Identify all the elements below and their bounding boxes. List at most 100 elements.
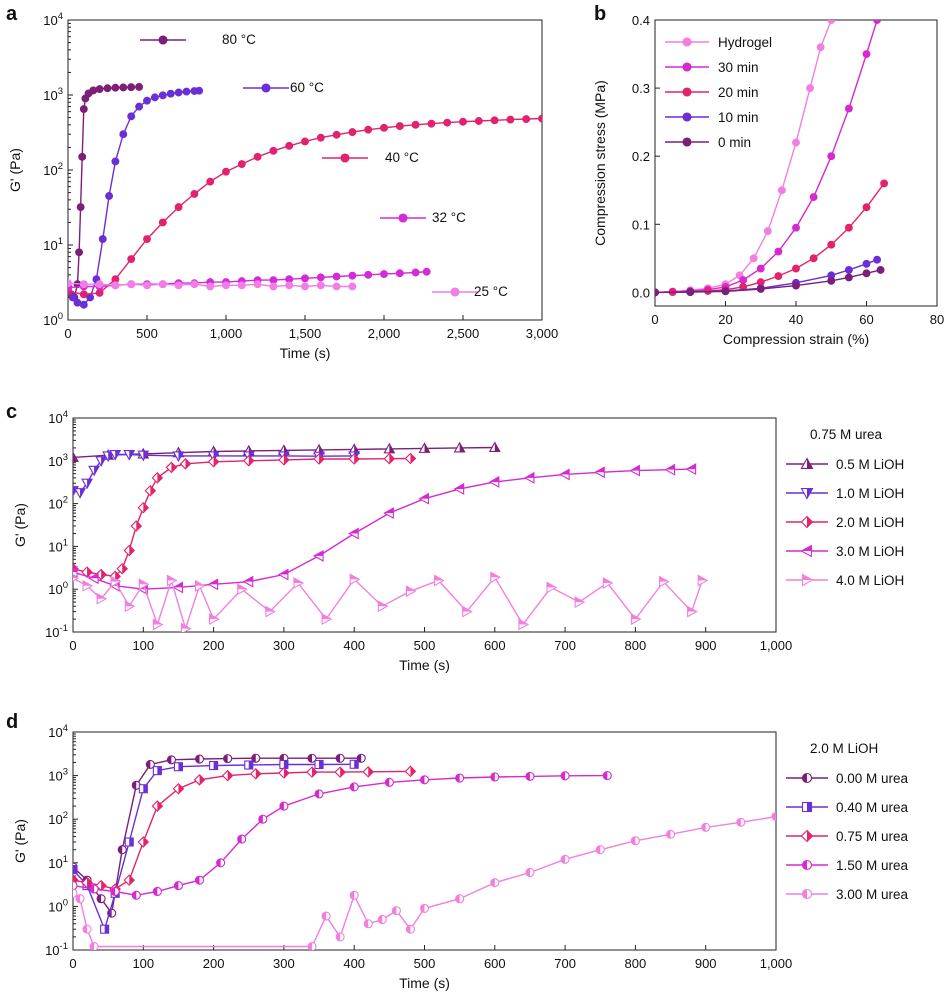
data-point-d-2 (306, 766, 318, 778)
panel-d-legend-title: 2.0 M LiOH (810, 741, 878, 756)
data-point-b-3 (844, 265, 853, 274)
panel-a-ytick-label: 104 (43, 11, 63, 28)
data-point-a-2 (158, 218, 167, 227)
data-point-d-0 (194, 754, 205, 764)
data-point-d-1 (209, 761, 219, 771)
data-point-d-2 (172, 782, 185, 795)
data-point-a-4 (222, 281, 230, 290)
data-point-c-4 (194, 579, 206, 592)
data-point-d-4 (335, 932, 345, 942)
data-point-c-4 (265, 605, 276, 618)
data-point-c-4 (602, 577, 614, 589)
panel-c-xtick-label: 1,000 (760, 638, 793, 653)
data-point-c-4 (180, 622, 192, 632)
data-point-b-1 (862, 50, 871, 58)
series-line-a-1 (68, 90, 200, 306)
data-point-d-0 (117, 845, 127, 855)
legend-marker-d-3 (801, 859, 813, 871)
data-point-b-3 (862, 259, 871, 268)
data-point-a-2 (332, 130, 341, 139)
data-point-a-3 (348, 271, 357, 280)
panel-c-letter: c (6, 401, 17, 423)
data-point-a-4 (285, 281, 294, 290)
data-point-a-2 (474, 117, 483, 125)
series-line-b-1 (655, 20, 878, 294)
data-point-d-2 (250, 768, 262, 780)
data-point-c-3 (453, 483, 465, 495)
data-point-d-3 (279, 801, 289, 811)
panel-a-xlabel: Time (s) (280, 345, 331, 361)
data-point-c-3 (558, 468, 570, 481)
data-point-d-2 (193, 774, 206, 786)
data-point-b-2 (862, 203, 871, 212)
data-point-d-1 (138, 784, 148, 794)
data-point-d-2 (362, 766, 375, 778)
data-point-c-2 (179, 458, 192, 470)
legend-label-b-2: 20 min (718, 85, 759, 100)
data-point-a-0 (78, 152, 87, 161)
data-point-d-1 (124, 837, 134, 847)
data-point-d-1 (314, 759, 324, 770)
data-point-c-3 (488, 476, 500, 488)
data-point-a-1 (86, 293, 95, 302)
data-point-d-1 (73, 865, 78, 875)
data-point-c-3 (594, 466, 605, 479)
data-point-c-4 (405, 585, 417, 598)
data-point-b-2 (827, 240, 836, 249)
data-point-c-4 (321, 613, 333, 626)
data-point-a-1 (111, 157, 120, 166)
legend-label-d-3: 1.50 M urea (836, 858, 909, 873)
panel-d-xtick-label: 0 (69, 956, 76, 971)
panel-c-ytick-label: 10-1 (45, 623, 68, 640)
data-point-c-3 (172, 581, 183, 594)
data-point-d-3 (73, 881, 78, 891)
legend-marker-c-2 (800, 515, 814, 529)
panel-d-ytick-label: 10-1 (45, 941, 68, 958)
legend-marker-b-1 (682, 62, 692, 72)
data-point-d-4 (363, 919, 373, 929)
data-point-c-2 (81, 566, 93, 578)
data-point-d-1 (100, 924, 110, 934)
data-point-a-4 (79, 280, 88, 289)
data-point-c-2 (130, 520, 143, 532)
data-point-c-1 (109, 449, 122, 461)
panel-c-xtick-label: 700 (554, 638, 576, 653)
data-point-c-4 (377, 600, 389, 613)
data-point-d-3 (131, 890, 141, 900)
panel-b-xtick-label: 40 (789, 312, 803, 327)
legend-marker-b-4 (682, 137, 692, 147)
panel-d-chart: 0 100 200 300 400 500 600 700 800 900 1,000 10-1 100… (12, 723, 909, 991)
data-point-d-2 (95, 879, 107, 892)
data-point-a-2 (459, 117, 467, 126)
data-point-a-4 (127, 280, 136, 289)
data-point-a-0 (135, 83, 144, 91)
panel-d-ytick-label: 104 (48, 723, 68, 740)
data-point-c-2 (165, 461, 178, 474)
data-point-c-4 (658, 575, 670, 588)
panel-b-ytick-label: 0.4 (632, 13, 650, 28)
data-point-a-0 (76, 203, 85, 212)
data-point-a-1 (127, 112, 136, 121)
legend-marker-b-3 (682, 112, 692, 122)
panel-c-ytick-label: 102 (48, 495, 68, 512)
legend-marker-a-0 (158, 35, 168, 45)
data-point-d-3 (258, 814, 268, 824)
data-point-a-2 (285, 141, 294, 150)
data-point-c-0 (73, 451, 79, 462)
data-point-a-3 (380, 270, 388, 278)
panel-c-ytick-label: 103 (48, 452, 68, 469)
data-point-c-2 (383, 452, 396, 465)
panel-c-xtick-label: 300 (273, 638, 295, 653)
data-point-b-4 (721, 287, 730, 296)
data-point-d-1 (349, 759, 359, 769)
data-point-d-4 (595, 845, 605, 855)
panel-d-xtick-label: 500 (414, 956, 436, 971)
data-point-c-4 (124, 600, 136, 613)
data-point-d-4 (560, 854, 570, 864)
legend-marker-a-1 (261, 83, 271, 93)
panel-d-ytick-label: 100 (48, 897, 68, 914)
legend-marker-b-0 (682, 37, 692, 47)
data-point-a-1 (158, 91, 167, 100)
data-point-a-3 (411, 268, 420, 277)
